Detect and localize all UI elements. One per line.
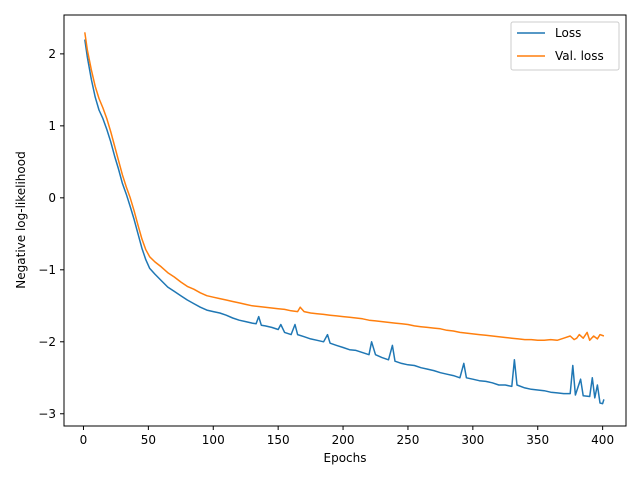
y-axis-title: Negative log-likelihood <box>14 151 28 288</box>
plot-frame <box>63 14 627 427</box>
x-tick-label: 400 <box>591 433 614 447</box>
x-tick-label: 250 <box>396 433 419 447</box>
x-tick-label: 350 <box>526 433 549 447</box>
x-tick-label: 0 <box>80 433 88 447</box>
y-tick-label: 2 <box>48 47 56 61</box>
y-tick-label: 1 <box>48 119 56 133</box>
legend-box <box>510 21 620 71</box>
x-tick-label: 100 <box>202 433 225 447</box>
x-tick-label: 300 <box>461 433 484 447</box>
y-tick-label: −1 <box>38 263 56 277</box>
series-line-val-loss <box>84 32 605 342</box>
legend-label-loss: Loss <box>555 26 581 40</box>
x-axis: 0 50 100 150 200 250 300 350 400 <box>80 426 614 447</box>
x-tick-label: 50 <box>141 433 156 447</box>
series-layer <box>84 32 605 405</box>
legend-label-val-loss: Val. loss <box>555 49 604 63</box>
x-tick-label: 200 <box>332 433 355 447</box>
y-axis: −3 −2 −1 0 1 2 <box>38 47 64 421</box>
y-tick-label: 0 <box>48 191 56 205</box>
y-tick-label: −2 <box>38 335 56 349</box>
legend: Loss Val. loss <box>510 21 620 71</box>
x-tick-label: 150 <box>267 433 290 447</box>
series-line-loss <box>84 39 605 405</box>
y-tick-label: −3 <box>38 407 56 421</box>
x-axis-title: Epochs <box>324 451 367 465</box>
